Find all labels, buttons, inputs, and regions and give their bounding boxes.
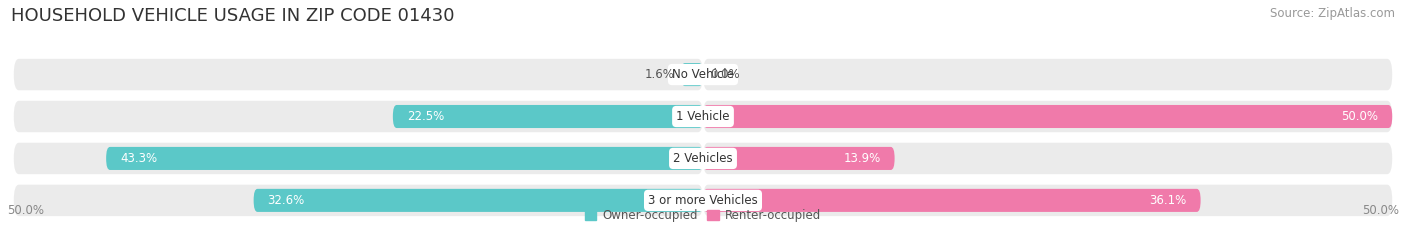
FancyBboxPatch shape [14,143,703,174]
Text: 2 Vehicles: 2 Vehicles [673,152,733,165]
Text: 43.3%: 43.3% [120,152,157,165]
Text: No Vehicle: No Vehicle [672,68,734,81]
FancyBboxPatch shape [681,63,703,86]
Text: 3 or more Vehicles: 3 or more Vehicles [648,194,758,207]
FancyBboxPatch shape [14,185,703,216]
FancyBboxPatch shape [14,101,703,132]
FancyBboxPatch shape [703,143,1392,174]
Legend: Owner-occupied, Renter-occupied: Owner-occupied, Renter-occupied [579,205,827,227]
Text: 32.6%: 32.6% [267,194,305,207]
FancyBboxPatch shape [703,101,1392,132]
Text: 36.1%: 36.1% [1150,194,1187,207]
Text: Source: ZipAtlas.com: Source: ZipAtlas.com [1270,7,1395,20]
Text: 50.0%: 50.0% [1362,204,1399,217]
Text: 50.0%: 50.0% [7,204,44,217]
FancyBboxPatch shape [105,147,703,170]
FancyBboxPatch shape [392,105,703,128]
Text: 50.0%: 50.0% [1341,110,1378,123]
Text: 1.6%: 1.6% [644,68,673,81]
Text: HOUSEHOLD VEHICLE USAGE IN ZIP CODE 01430: HOUSEHOLD VEHICLE USAGE IN ZIP CODE 0143… [11,7,454,25]
FancyBboxPatch shape [703,105,1392,128]
Text: 22.5%: 22.5% [406,110,444,123]
Text: 13.9%: 13.9% [844,152,880,165]
Text: 0.0%: 0.0% [710,68,740,81]
FancyBboxPatch shape [703,189,1201,212]
FancyBboxPatch shape [703,185,1392,216]
FancyBboxPatch shape [703,147,894,170]
Text: 1 Vehicle: 1 Vehicle [676,110,730,123]
FancyBboxPatch shape [14,59,703,90]
FancyBboxPatch shape [703,59,1392,90]
FancyBboxPatch shape [253,189,703,212]
